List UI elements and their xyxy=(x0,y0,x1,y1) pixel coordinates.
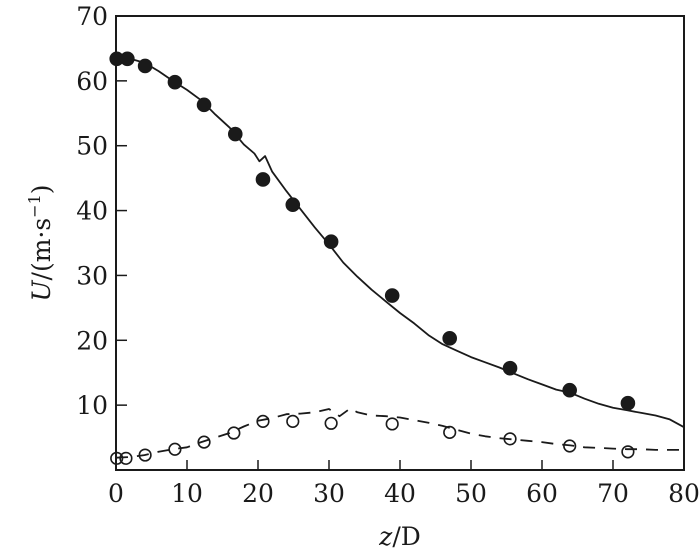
x-tick-label: 70 xyxy=(597,479,629,508)
x-tick-label: 10 xyxy=(171,479,203,508)
x-axis-label-variable: z xyxy=(378,522,393,551)
data-point xyxy=(384,288,400,303)
data-point xyxy=(255,172,271,187)
data-point xyxy=(503,432,517,446)
data-point xyxy=(110,451,124,465)
y-axis-label: U/(m·s−1) xyxy=(25,184,56,301)
y-tick-label: 30 xyxy=(76,261,108,290)
data-point xyxy=(620,395,636,411)
x-tick-label: 50 xyxy=(455,479,487,508)
data-point xyxy=(119,451,133,465)
data-point xyxy=(120,51,135,67)
data-point xyxy=(196,97,212,113)
data-point xyxy=(621,445,635,459)
data-point xyxy=(323,234,339,250)
x-axis-label: z/D xyxy=(378,522,421,551)
x-tick-label: 20 xyxy=(242,479,274,508)
y-tick-label: 10 xyxy=(76,391,108,420)
y-tick-label: 70 xyxy=(76,2,108,31)
data-point xyxy=(167,74,183,90)
x-axis-label-denominator: /D xyxy=(392,522,420,551)
x-tick-label: 60 xyxy=(526,479,558,508)
x-axis-ticks: 0 10 20 30 40 50 60 70 80 xyxy=(108,460,700,508)
data-point xyxy=(256,414,270,428)
data-point xyxy=(286,414,300,428)
data-point xyxy=(197,435,211,449)
y-tick-label: 40 xyxy=(76,197,108,226)
y-axis-label-variable: U xyxy=(27,280,56,302)
series-layer xyxy=(109,51,685,465)
plot-border xyxy=(115,15,685,471)
data-point xyxy=(137,58,153,74)
data-point xyxy=(502,360,518,376)
y-axis-label-close: ) xyxy=(27,184,56,194)
data-point xyxy=(443,425,457,439)
y-tick-label: 20 xyxy=(76,326,108,355)
x-tick-label: 30 xyxy=(313,479,345,508)
x-tick-label: 40 xyxy=(384,479,416,508)
data-point xyxy=(227,426,241,440)
dashed-line xyxy=(115,407,684,459)
data-point xyxy=(227,126,243,142)
data-point xyxy=(324,416,338,430)
y-axis-label-exponent: −1 xyxy=(25,194,44,218)
x-tick-label: 80 xyxy=(668,479,700,508)
y-axis-ticks: 10 20 30 40 50 60 70 xyxy=(76,2,127,420)
y-axis-label-units: /(m·s xyxy=(27,218,56,281)
data-point xyxy=(385,417,399,431)
data-point xyxy=(168,442,182,456)
data-point xyxy=(562,382,577,398)
x-tick-label: 0 xyxy=(108,479,124,508)
plot-frame xyxy=(115,15,685,471)
data-point xyxy=(563,439,577,453)
filled-circles xyxy=(109,51,636,411)
y-tick-label: 50 xyxy=(76,132,108,161)
solid-line xyxy=(115,56,685,428)
y-tick-label: 60 xyxy=(76,67,108,96)
data-point xyxy=(442,331,458,346)
data-point xyxy=(138,448,152,462)
data-point xyxy=(285,197,301,213)
open-circles xyxy=(110,414,635,465)
